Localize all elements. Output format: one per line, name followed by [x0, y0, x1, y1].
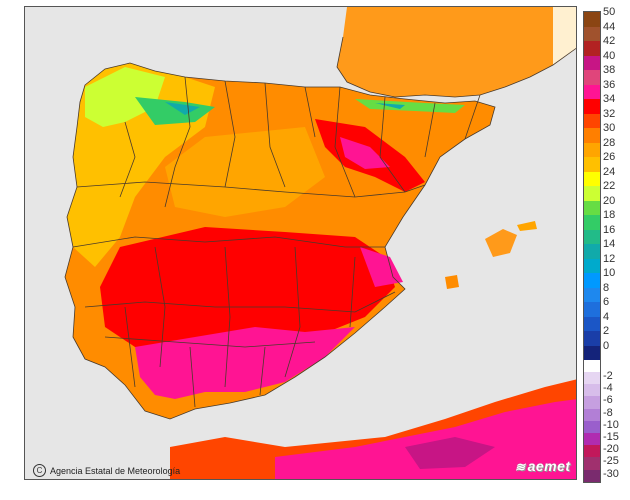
legend-label: -25	[603, 455, 619, 468]
legend-swatch	[584, 70, 600, 85]
legend-swatch	[584, 258, 600, 273]
legend-label: -10	[603, 418, 619, 431]
legend-label: 44	[603, 20, 616, 33]
logo-text: aemet	[527, 458, 571, 474]
legend-label: 20	[603, 194, 616, 207]
menorca-island	[517, 221, 537, 231]
legend-label: -8	[603, 406, 613, 419]
cantabrian-cool-zone	[135, 97, 215, 125]
legend-label: 6	[603, 296, 610, 308]
legend-swatch	[584, 273, 600, 288]
legend-label: 2	[603, 325, 610, 337]
legend-swatch	[584, 186, 600, 201]
temperature-map: C Agencia Estatal de Meteorología ≋ aemet	[24, 6, 577, 480]
copyright-icon: C	[33, 464, 46, 477]
legend-label: 28	[603, 136, 616, 149]
legend-swatch	[584, 287, 600, 302]
legend-label: 12	[603, 252, 616, 265]
legend-swatch	[584, 396, 600, 409]
legend-label: -4	[603, 382, 613, 395]
legend-label: 8	[603, 281, 610, 294]
legend-swatch	[584, 84, 600, 99]
map-canvas	[25, 7, 576, 479]
legend-swatch	[584, 99, 600, 114]
north-africa-hot-zone	[275, 399, 576, 479]
pyrenees-cool-zone	[355, 99, 465, 113]
legend-swatch	[584, 316, 600, 331]
legend-swatch	[584, 41, 600, 56]
legend-label: -6	[603, 394, 613, 407]
legend-label: 40	[603, 49, 616, 62]
ibiza-island	[445, 275, 459, 289]
legend-swatch	[584, 384, 600, 397]
province-borders	[64, 62, 496, 420]
aemet-logo-icon: ≋	[515, 460, 526, 474]
credit-line: C Agencia Estatal de Meteorología	[33, 464, 180, 477]
legend-label: 22	[603, 180, 616, 192]
northern-plateau	[165, 127, 325, 217]
galicia-cool-zone	[85, 67, 165, 127]
legend-gap	[584, 360, 600, 372]
legend-label: 0	[603, 339, 610, 352]
legend-label: 50	[603, 6, 616, 18]
legend-swatch	[584, 229, 600, 244]
france-region	[337, 7, 553, 97]
legend-swatch	[584, 433, 600, 446]
legend-label: 24	[603, 165, 616, 178]
legend-swatch	[584, 157, 600, 172]
legend-label: 18	[603, 209, 616, 221]
legend-swatch	[584, 408, 600, 421]
legend-label: -30	[603, 467, 619, 480]
legend-swatch	[584, 244, 600, 259]
pyrenees-cold-spot	[375, 103, 405, 109]
legend-label: 32	[603, 107, 616, 120]
guadalquivir-hottest-zone	[135, 327, 355, 399]
legend-label: 14	[603, 238, 616, 250]
legend-swatch	[584, 469, 600, 482]
legend-label: 30	[603, 122, 616, 134]
aemet-logo: ≋ aemet	[515, 458, 571, 474]
legend-swatch	[584, 215, 600, 230]
legend-swatch	[584, 200, 600, 215]
legend-label: -20	[603, 443, 619, 456]
legend-swatch	[584, 372, 600, 385]
legend-label: 34	[603, 93, 616, 105]
legend-label: 42	[603, 35, 616, 47]
legend-label: 26	[603, 151, 616, 163]
legend-label: -2	[603, 370, 613, 382]
alps-light-region	[525, 7, 576, 65]
legend-label: 36	[603, 78, 616, 91]
ebro-valley-hottest-zone	[340, 137, 390, 169]
valencia-hot-spot	[360, 247, 403, 287]
mallorca-island	[485, 229, 517, 257]
legend-swatch	[584, 457, 600, 470]
legend-swatch	[584, 445, 600, 458]
atlas-hottest-zone	[405, 437, 495, 469]
legend-swatch	[584, 345, 600, 360]
temperature-legend-bar	[583, 11, 601, 483]
legend-label: -15	[603, 431, 619, 443]
legend-label: 4	[603, 310, 610, 323]
france-spain-border	[336, 36, 576, 98]
legend-label: 38	[603, 64, 616, 76]
legend-swatch	[584, 331, 600, 346]
legend-swatch	[584, 302, 600, 317]
legend-swatch	[584, 420, 600, 433]
credit-text: Agencia Estatal de Meteorología	[50, 465, 181, 476]
legend-swatch	[584, 26, 600, 41]
legend-label: 16	[603, 223, 616, 236]
legend-swatch	[584, 142, 600, 157]
legend-swatch	[584, 171, 600, 186]
legend-label: 10	[603, 267, 616, 279]
southern-hot-band	[100, 227, 395, 357]
legend-swatch	[584, 113, 600, 128]
legend-swatch	[584, 128, 600, 143]
legend-swatch	[584, 55, 600, 70]
legend-swatch	[584, 12, 600, 27]
cantabrian-cold-spot	[165, 102, 200, 115]
